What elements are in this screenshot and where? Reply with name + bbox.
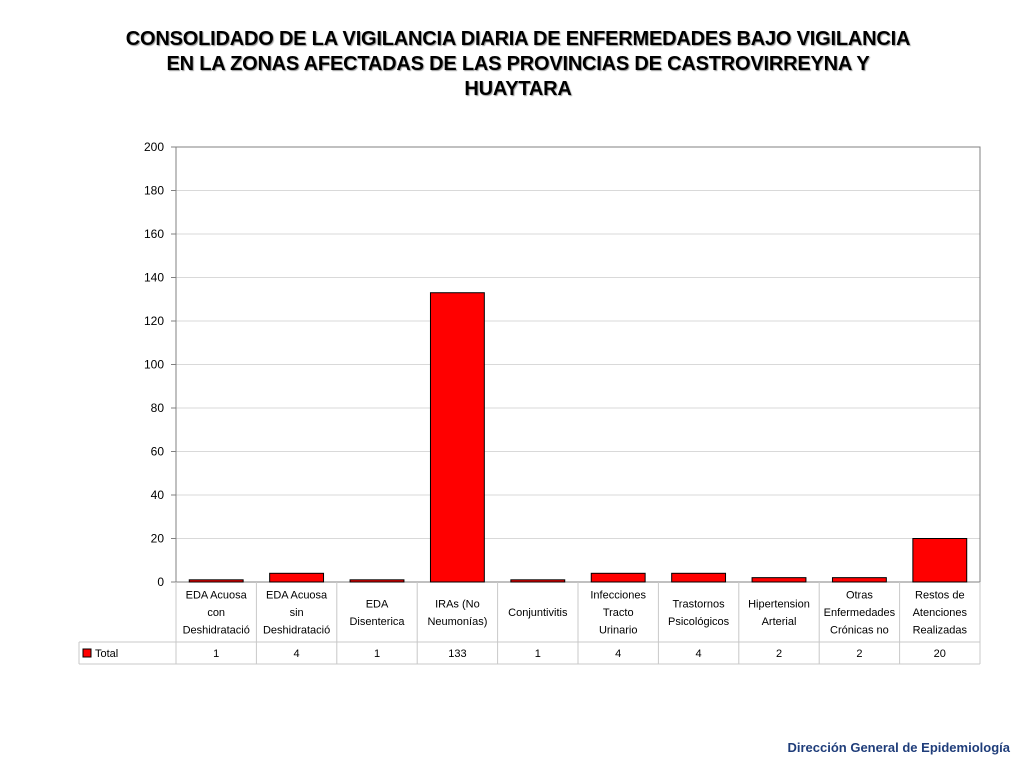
- category-label-line: Trastornos: [673, 598, 726, 610]
- data-table: EDA Acuosa con Deshidratació EDA Acuosa sin D…: [78, 582, 981, 665]
- y-axis: 0 20 40 60 80 100 120 140 160 180 200: [144, 140, 981, 589]
- y-tick-label: 160: [144, 227, 164, 241]
- data-value-label: 2: [776, 648, 782, 660]
- category-label-line: Realizadas: [913, 625, 968, 637]
- category-label: Hipertension Arterial: [748, 598, 810, 628]
- data-value-label: 1: [374, 648, 380, 660]
- category-label: EDA Disenterica: [349, 598, 405, 628]
- category-label-line: Enfermedades: [824, 607, 896, 619]
- category-label: Conjuntivitis: [508, 607, 568, 619]
- category-label: IRAs (No Neumonías): [427, 598, 487, 628]
- category-label-line: EDA Acuosa: [186, 590, 248, 602]
- category-label-line: con: [207, 607, 225, 619]
- category-label-line: EDA Acuosa: [266, 590, 328, 602]
- category-label-line: Deshidratació: [183, 625, 250, 637]
- y-tick-label: 0: [157, 575, 164, 589]
- bar: [912, 538, 968, 583]
- bar: [349, 579, 405, 583]
- data-value-label: 2: [856, 648, 862, 660]
- legend-swatch: [82, 648, 92, 658]
- y-tick-label: 60: [151, 445, 165, 459]
- category-label-line: Disenterica: [349, 616, 405, 628]
- category-label-line: Conjuntivitis: [508, 607, 568, 619]
- bar: [751, 577, 807, 583]
- bar: [671, 572, 727, 583]
- category-label: EDA Acuosa sin Deshidratació: [263, 590, 330, 637]
- data-value-label: 1: [213, 648, 219, 660]
- bars: [188, 292, 968, 583]
- bar: [429, 292, 485, 583]
- category-label-line: sin: [290, 607, 304, 619]
- category-label: Infecciones Tracto Urinario: [590, 590, 646, 637]
- data-value-label: 20: [934, 648, 946, 660]
- bar: [188, 579, 244, 583]
- category-label-line: EDA: [366, 598, 389, 610]
- category-label-line: Neumonías): [427, 616, 487, 628]
- category-label-line: Hipertension: [748, 598, 810, 610]
- category-label: EDA Acuosa con Deshidratació: [183, 590, 250, 637]
- category-label: Trastornos Psicológicos: [668, 598, 730, 628]
- data-value-label: 4: [615, 648, 621, 660]
- y-tick-label: 20: [151, 532, 165, 546]
- bar: [831, 577, 887, 583]
- legend-label: Total: [95, 648, 118, 660]
- category-label-line: Otras: [846, 590, 873, 602]
- y-tick-label: 80: [151, 401, 165, 415]
- category-label: Otras Enfermedades Crónicas no: [824, 590, 896, 637]
- category-label-line: Atenciones: [913, 607, 968, 619]
- y-tick-label: 100: [144, 358, 164, 372]
- category-label-line: Deshidratació: [263, 625, 330, 637]
- y-tick-label: 140: [144, 271, 164, 285]
- footer-credit: Dirección General de Epidemiología: [787, 740, 1010, 755]
- category-label-line: Crónicas no: [830, 625, 889, 637]
- bar: [590, 572, 646, 583]
- data-value-label: 1: [535, 648, 541, 660]
- data-value-label: 4: [696, 648, 702, 660]
- data-value-label: 133: [448, 648, 466, 660]
- y-tick-label: 120: [144, 314, 164, 328]
- data-value-label: 4: [294, 648, 300, 660]
- gridlines: [176, 146, 980, 539]
- chart-title: CONSOLIDADO DE LA VIGILANCIA DIARIA DE E…: [125, 28, 911, 100]
- y-tick-label: 40: [151, 488, 165, 502]
- category-label-line: IRAs (No: [435, 598, 480, 610]
- category-label-line: Urinario: [599, 625, 638, 637]
- category-label-line: Infecciones: [590, 590, 646, 602]
- bar: [510, 579, 566, 583]
- category-label: Restos de Atenciones Realizadas: [913, 590, 968, 637]
- category-label-line: Tracto: [603, 607, 634, 619]
- category-label-line: Restos de: [915, 590, 965, 602]
- y-tick-label: 180: [144, 184, 164, 198]
- y-tick-label: 200: [144, 140, 164, 154]
- category-label-line: Psicológicos: [668, 616, 730, 628]
- bar: [269, 572, 325, 583]
- category-label-line: Arterial: [762, 616, 797, 628]
